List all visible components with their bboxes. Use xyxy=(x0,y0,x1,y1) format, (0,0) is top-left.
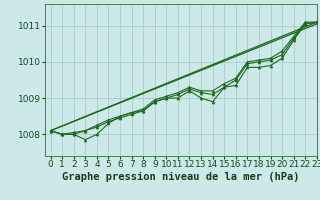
X-axis label: Graphe pression niveau de la mer (hPa): Graphe pression niveau de la mer (hPa) xyxy=(62,172,300,182)
